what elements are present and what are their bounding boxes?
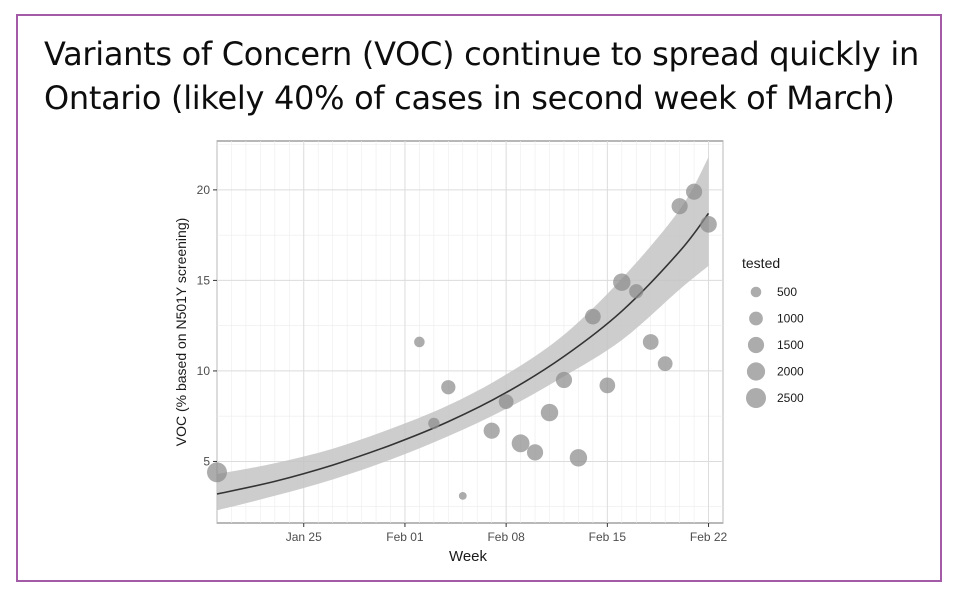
data-point [585,308,601,325]
legend-key [747,336,765,354]
data-point [642,334,659,350]
confidence-band [217,157,709,511]
data-point [441,380,456,395]
y-tick-label: 10 [197,364,211,378]
data-point [613,273,631,291]
legend-title: tested [742,255,780,271]
data-point [657,356,673,372]
fit-curve [216,212,710,495]
slide-title-line-2: Ontario (likely 40% of cases in second w… [44,79,895,117]
slide-title: Variants of Concern (VOC) continue to sp… [44,32,924,120]
x-axis-label: Week [449,548,488,565]
legend-label: 1000 [777,312,804,326]
legend-label: 2000 [777,365,804,379]
data-point [428,417,440,430]
data-point [458,491,467,500]
voc-scatter-chart: Jan 25 Feb 01 Feb 08 Feb 15 Feb 22 5 10 15 20 W… [173,140,804,565]
data-point [207,462,227,483]
data-point [526,444,544,461]
data-point [483,422,500,439]
x-tick-label: Feb 08 [487,530,525,544]
data-point [629,284,644,299]
y-tick-label: 15 [197,273,211,287]
legend-key [746,362,766,381]
data-point [511,434,530,453]
x-tick-label: Feb 22 [690,530,728,544]
y-tick-label: 20 [197,183,211,197]
legend-label: 2500 [777,391,804,405]
legend-label: 1500 [777,338,804,352]
data-points [207,183,717,500]
x-tick-label: Jan 25 [286,530,322,544]
slide-title-line-1: Variants of Concern (VOC) continue to sp… [44,35,920,73]
x-tick-label: Feb 15 [589,530,627,544]
data-point [569,449,588,467]
legend-key [749,311,763,326]
data-point [671,198,688,215]
x-axis-ticks: Jan 25 Feb 01 Feb 08 Feb 15 Feb 22 [286,523,728,544]
data-point [599,377,616,394]
data-point [540,403,559,422]
data-point [700,215,717,233]
y-axis-label: VOC (% based on N501Y screening) [173,218,189,447]
data-point [414,336,425,348]
y-tick-label: 5 [203,454,210,468]
legend-items: 500 1000 1500 2000 2500 [746,285,804,408]
x-tick-label: Feb 01 [386,530,424,544]
data-point [498,394,514,410]
legend: tested 500 1000 1500 2000 2500 [742,255,804,408]
legend-key [746,388,766,408]
legend-label: 500 [777,285,797,299]
data-point [686,183,703,200]
data-point [555,371,573,389]
y-axis-ticks: 5 10 15 20 [197,183,217,468]
legend-key [750,286,762,298]
